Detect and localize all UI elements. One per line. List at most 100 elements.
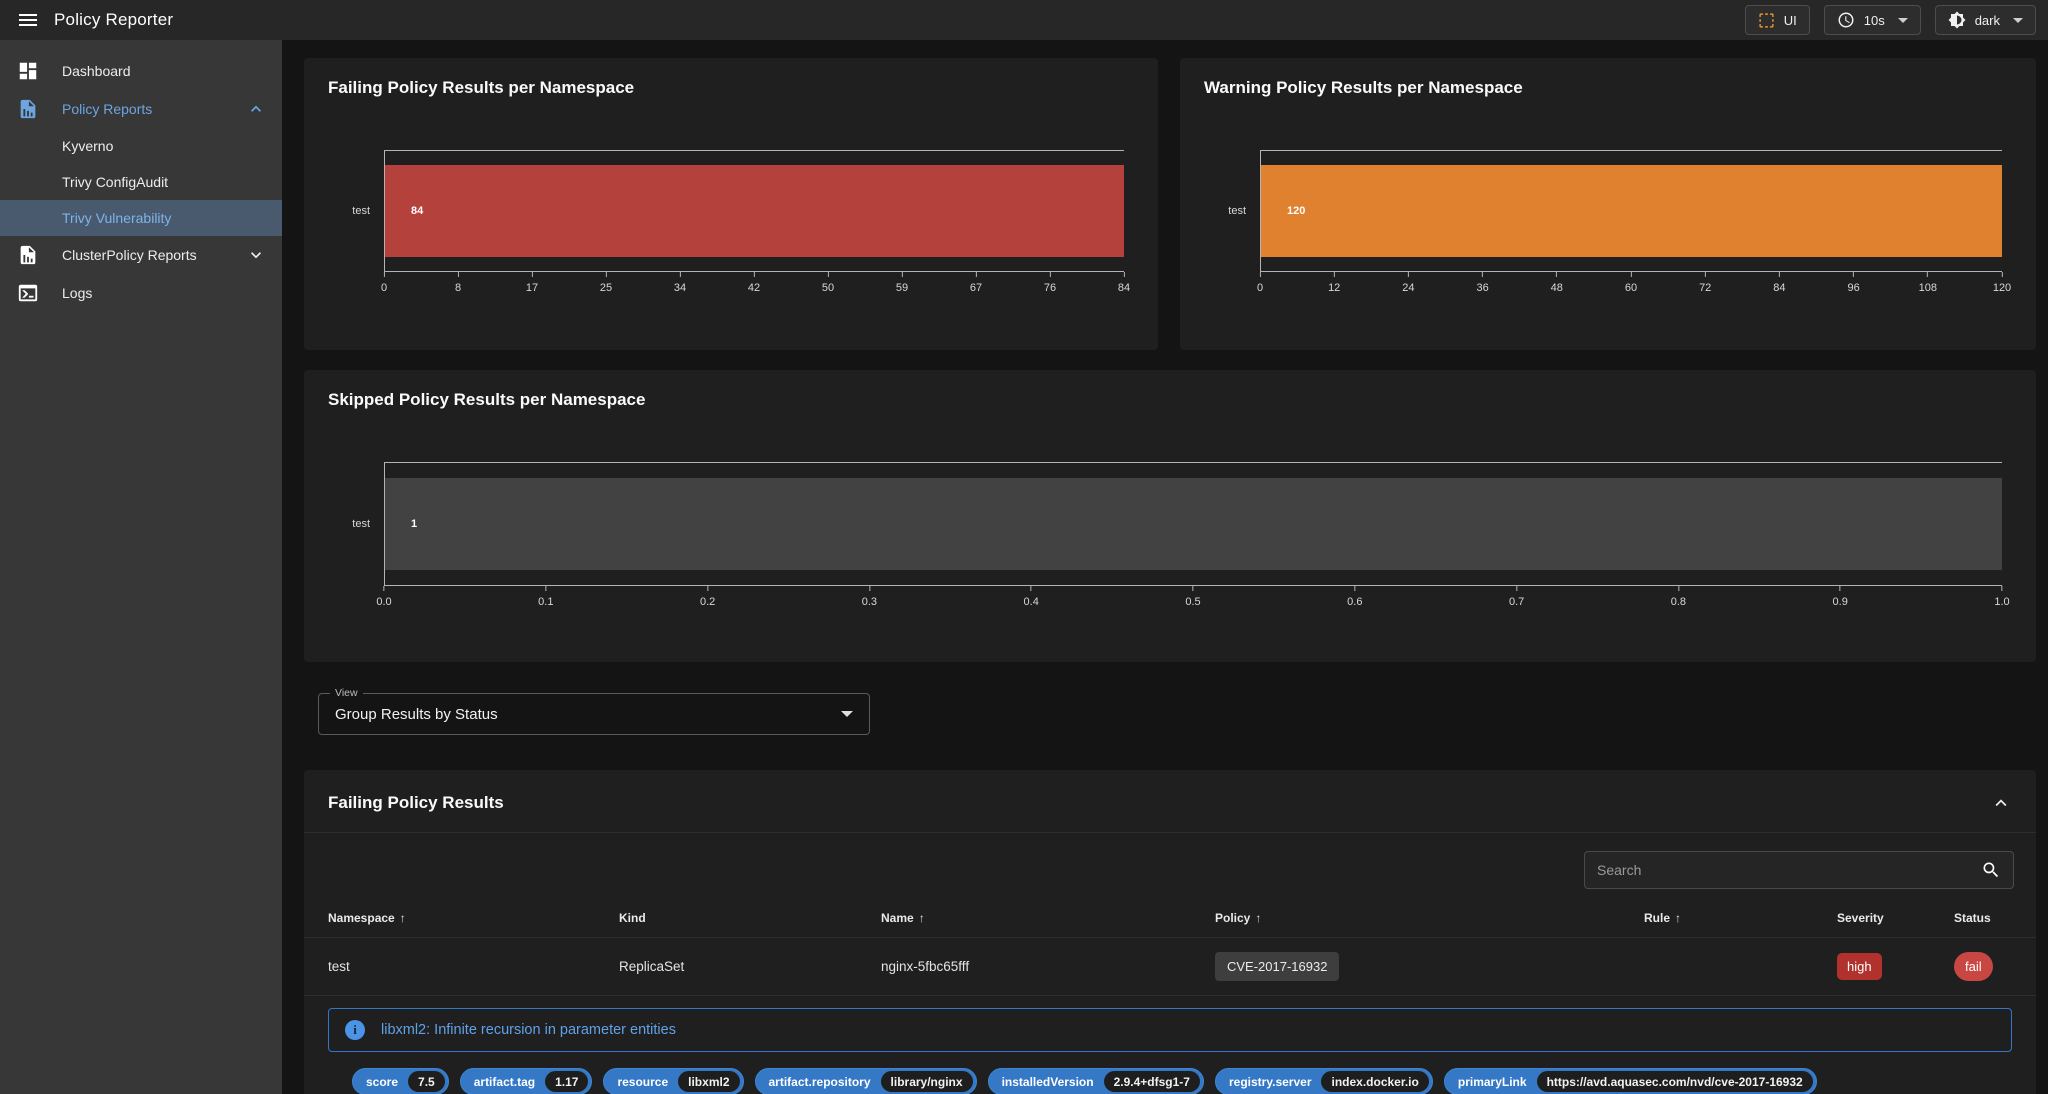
column-label: Namespace — [328, 911, 395, 925]
view-dashboard-icon — [16, 60, 40, 82]
main-content: Failing Policy Results per Namespace tes… — [282, 40, 2048, 1094]
y-axis-label: test — [352, 518, 370, 530]
column-header-namespace[interactable]: Namespace — [304, 895, 619, 938]
x-axis: 0 8 17 25 34 42 50 59 67 76 84 — [381, 272, 1130, 302]
sidebar-item-label: Logs — [62, 285, 93, 301]
property-chip-primary-link: primaryLink https://avd.aquasec.com/nvd/… — [1443, 1068, 1817, 1094]
severity-badge: high — [1837, 953, 1882, 980]
collapse-chevron-up-icon[interactable] — [1990, 792, 2012, 814]
selection-frame-icon — [1758, 12, 1775, 29]
chart-title: Skipped Policy Results per Namespace — [328, 390, 646, 409]
x-tick: 0.1 — [538, 586, 553, 608]
column-header-rule[interactable]: Rule — [1644, 895, 1837, 938]
x-tick: 84 — [1118, 272, 1130, 294]
sidebar-item-label: Trivy Vulnerability — [62, 210, 172, 226]
x-tick: 17 — [526, 272, 538, 294]
column-header-name[interactable]: Name — [881, 895, 1215, 938]
chip-value: 7.5 — [408, 1071, 445, 1092]
sidebar-item-trivy-configaudit[interactable]: Trivy ConfigAudit — [0, 164, 282, 200]
sort-asc-icon — [1255, 911, 1261, 925]
cell-status: fail — [1954, 937, 2036, 995]
clock-icon — [1837, 11, 1855, 29]
chip-value: 1.17 — [545, 1071, 589, 1092]
property-chip-score: score 7.5 — [352, 1068, 449, 1094]
failing-results-panel: Failing Policy Results Namespace — [304, 770, 2036, 1094]
column-label: Status — [1954, 911, 1991, 925]
x-tick: 50 — [822, 272, 834, 294]
x-tick: 25 — [600, 272, 612, 294]
x-tick: 0 — [381, 272, 387, 294]
y-axis-label: test — [352, 205, 370, 217]
property-chips: score 7.5 artifact.tag 1.17 resource lib… — [328, 1052, 2012, 1094]
x-tick: 42 — [748, 272, 760, 294]
chevron-down-icon — [2013, 17, 2023, 23]
topbar-controls: UI 10s dark — [1744, 5, 2036, 35]
chip-value: index.docker.io — [1321, 1071, 1429, 1092]
search-input[interactable] — [1597, 862, 1973, 878]
chart-plot: 1 — [384, 462, 2002, 586]
chart-plot: 84 — [384, 150, 1124, 272]
chip-key: artifact.tag — [473, 1074, 536, 1089]
view-select-label: View — [330, 687, 363, 699]
sidebar-nav: Dashboard Policy Reports Kyverno Trivy C… — [0, 40, 282, 1094]
view-select-value: Group Results by Status — [335, 705, 498, 723]
x-tick: 0.6 — [1347, 586, 1362, 608]
x-tick: 0.5 — [1185, 586, 1201, 608]
policy-chip[interactable]: CVE-2017-16932 — [1215, 952, 1340, 981]
sidebar-item-kyverno[interactable]: Kyverno — [0, 128, 282, 164]
chip-key: installedVersion — [1001, 1074, 1094, 1089]
sidebar-item-clusterpolicy-reports[interactable]: ClusterPolicy Reports — [0, 236, 282, 274]
x-tick: 59 — [896, 272, 908, 294]
cell-kind: ReplicaSet — [619, 937, 881, 995]
chip-key: artifact.repository — [768, 1074, 871, 1089]
x-tick: 0.2 — [700, 586, 715, 608]
x-tick: 34 — [674, 272, 686, 294]
warning-chart-card: Warning Policy Results per Namespace tes… — [1180, 58, 2036, 350]
view-select[interactable]: View Group Results by Status — [318, 687, 870, 735]
column-header-severity[interactable]: Severity — [1837, 895, 1954, 938]
file-chart-icon — [16, 98, 40, 120]
x-tick: 48 — [1551, 272, 1563, 294]
chip-key: score — [366, 1074, 399, 1089]
chip-value[interactable]: https://avd.aquasec.com/nvd/cve-2017-169… — [1536, 1071, 1813, 1092]
chart-title: Warning Policy Results per Namespace — [1204, 78, 1523, 97]
top-app-bar: Policy Reporter UI 10s dark — [0, 0, 2048, 40]
sidebar-item-logs[interactable]: Logs — [0, 274, 282, 312]
sidebar-item-policy-reports[interactable]: Policy Reports — [0, 90, 282, 128]
sidebar-item-trivy-vulnerability[interactable]: Trivy Vulnerability — [0, 200, 282, 236]
sidebar-item-label: ClusterPolicy Reports — [62, 247, 197, 263]
column-header-status[interactable]: Status — [1954, 895, 2036, 938]
theme-select[interactable]: dark — [1934, 5, 2036, 35]
x-tick: 120 — [1993, 272, 2011, 294]
chip-key: primaryLink — [1457, 1074, 1527, 1089]
theme-brightness-icon — [1948, 11, 1966, 29]
bar: 84 — [385, 165, 1124, 257]
sort-asc-icon — [919, 911, 925, 925]
sidebar-item-label: Dashboard — [62, 63, 131, 79]
sidebar-item-label: Kyverno — [62, 138, 114, 154]
skipped-namespace-bar-chart: test 1 0.0 0.1 0.2 0.3 0.4 0.5 0.6 0.7 0.8 0.9 1.0 — [328, 462, 2012, 616]
column-header-policy[interactable]: Policy — [1215, 895, 1644, 938]
cell-namespace: test — [304, 937, 619, 995]
chevron-up-icon — [246, 99, 266, 119]
cell-severity: high — [1837, 937, 1954, 995]
vulnerability-link[interactable]: libxml2: Infinite recursion in parameter… — [381, 1022, 676, 1038]
failing-chart-card: Failing Policy Results per Namespace tes… — [304, 58, 1158, 350]
sort-asc-icon — [1675, 911, 1681, 925]
table-row[interactable]: test ReplicaSet nginx-5fbc65fff CVE-2017… — [304, 937, 2036, 995]
search-icon[interactable] — [1981, 860, 2001, 880]
vulnerability-info-alert: i libxml2: Infinite recursion in paramet… — [328, 1008, 2012, 1052]
property-chip-resource: resource libxml2 — [603, 1068, 744, 1094]
column-header-kind[interactable]: Kind — [619, 895, 881, 938]
chip-value: library/nginx — [880, 1071, 973, 1092]
table-header-row: Namespace Kind Name Policy Rule Severity… — [304, 895, 2036, 938]
panel-title: Failing Policy Results — [328, 793, 504, 812]
chevron-down-icon — [246, 245, 266, 265]
refresh-interval-select[interactable]: 10s — [1823, 5, 1921, 35]
bar: 1 — [385, 477, 2002, 571]
x-tick: 84 — [1773, 272, 1786, 294]
x-tick: 0.7 — [1509, 586, 1524, 608]
menu-icon[interactable] — [14, 6, 42, 34]
sidebar-item-dashboard[interactable]: Dashboard — [0, 52, 282, 90]
ui-profile-button[interactable]: UI — [1744, 5, 1810, 35]
